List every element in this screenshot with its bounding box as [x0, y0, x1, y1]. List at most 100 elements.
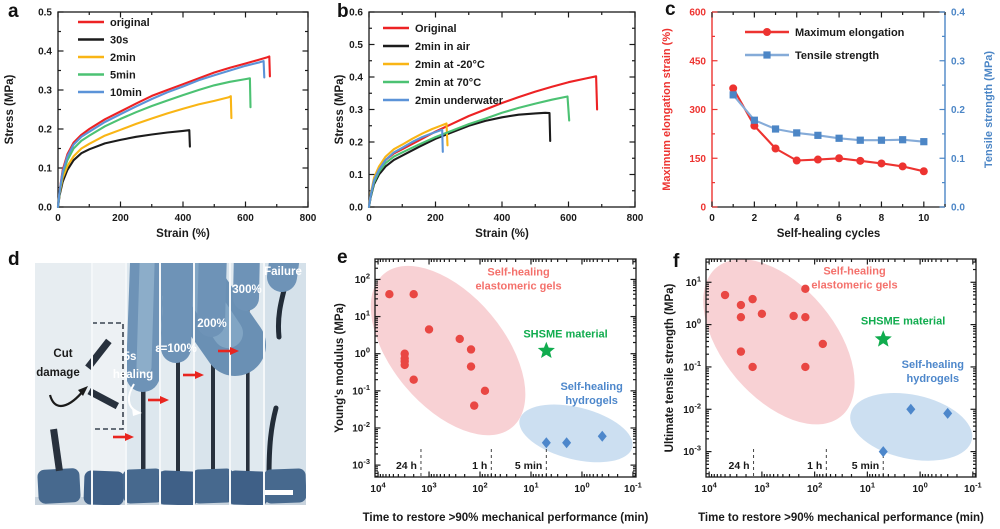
scatter-group: [537, 341, 555, 358]
svg-text:2min at -20°C: 2min at -20°C: [415, 59, 485, 71]
series-line: [56, 95, 233, 209]
data-point: [748, 362, 757, 372]
data-point: [792, 156, 801, 165]
data-point: [789, 311, 798, 321]
svg-text:30s: 30s: [110, 34, 128, 46]
data-point: [771, 144, 780, 153]
annotations: Self-healing elastomeric gels SHSME materi…: [811, 265, 964, 385]
svg-text:elastomeric gels: elastomeric gels: [811, 279, 897, 291]
panel-label-e: e: [337, 247, 348, 268]
svg-text:10-1: 10-1: [964, 481, 982, 496]
annotations: Self-healing elastomeric gels SHSME materi…: [475, 266, 622, 407]
svg-text:0.2: 0.2: [951, 105, 965, 116]
svg-text:0.4: 0.4: [951, 8, 965, 19]
svg-text:0.5: 0.5: [38, 8, 52, 19]
scatter-group: [720, 284, 828, 372]
svg-text:600: 600: [560, 213, 577, 224]
scatter-group: [541, 430, 607, 449]
data-point: [736, 312, 746, 322]
failure-label: Failure: [264, 266, 302, 278]
svg-text:100: 100: [686, 317, 701, 332]
svg-text:101: 101: [355, 309, 370, 324]
healing-label-line1: 5s: [124, 351, 137, 363]
svg-text:2min: 2min: [110, 52, 136, 64]
svg-text:103: 103: [421, 481, 436, 496]
svg-text:102: 102: [472, 481, 487, 496]
data-point: [455, 334, 464, 344]
red-pointer-arrows: [113, 347, 239, 441]
svg-text:100: 100: [574, 481, 589, 496]
series: [367, 75, 599, 209]
svg-text:SHSME material: SHSME material: [523, 328, 607, 340]
data-point: [818, 339, 828, 349]
panel-label-c: c: [665, 0, 676, 20]
svg-text:400: 400: [175, 213, 192, 224]
svg-text:1 h: 1 h: [807, 460, 822, 472]
data-point: [750, 116, 758, 124]
scatter-group: [874, 330, 892, 347]
axes: 104 103 102 101 100 10-1 10-3 10-2 10-1 100 101 102…: [334, 258, 649, 524]
data-point: [409, 375, 418, 384]
frame-seams: [91, 263, 265, 505]
svg-text:original: original: [110, 17, 150, 29]
svg-text:24 h: 24 h: [396, 460, 417, 472]
legend: Original 2min in air 2min at -20°C 2min at …: [383, 23, 504, 107]
svg-text:300: 300: [689, 105, 706, 116]
series: [720, 284, 953, 458]
strain-200-label: 200%: [197, 318, 226, 330]
svg-text:102: 102: [807, 481, 822, 496]
data-point: [814, 131, 822, 139]
data-point: [466, 345, 476, 354]
data-point: [763, 28, 771, 36]
data-point: [763, 51, 771, 59]
series: [729, 84, 928, 176]
svg-text:102: 102: [355, 271, 370, 286]
svg-text:0.1: 0.1: [349, 170, 363, 181]
series: [385, 290, 607, 449]
svg-text:hydrogels: hydrogels: [565, 395, 618, 407]
svg-text:200: 200: [112, 213, 129, 224]
svg-text:0: 0: [55, 213, 61, 224]
data-point: [920, 138, 928, 146]
svg-text:0.1: 0.1: [951, 154, 965, 165]
svg-text:2min in air: 2min in air: [415, 41, 471, 53]
svg-text:10-3: 10-3: [352, 457, 370, 472]
region-ellipses: [370, 265, 633, 463]
svg-text:0.3: 0.3: [349, 105, 363, 116]
svg-text:0.6: 0.6: [349, 8, 363, 19]
data-point: [597, 430, 607, 442]
svg-text:10-1: 10-1: [683, 359, 701, 374]
svg-text:450: 450: [689, 56, 706, 67]
svg-text:Maximum elongation strain (%): Maximum elongation strain (%): [661, 28, 673, 191]
data-point: [771, 125, 780, 133]
data-point: [835, 134, 843, 142]
svg-text:24 h: 24 h: [729, 460, 750, 472]
data-point: [385, 290, 394, 299]
data-point: [720, 290, 730, 300]
svg-text:0.0: 0.0: [951, 203, 965, 214]
svg-text:800: 800: [627, 213, 644, 224]
data-point: [793, 129, 801, 137]
data-point: [757, 309, 767, 319]
svg-text:2: 2: [752, 213, 758, 224]
svg-text:8: 8: [879, 213, 885, 224]
svg-text:5 min: 5 min: [852, 460, 879, 472]
svg-text:Maximum elongation: Maximum elongation: [795, 27, 905, 39]
data-point: [877, 136, 886, 144]
svg-text:400: 400: [494, 213, 511, 224]
svg-text:0.5: 0.5: [349, 40, 363, 51]
svg-text:5min: 5min: [110, 69, 136, 81]
svg-text:Tensile strength: Tensile strength: [795, 50, 879, 62]
series-line: [367, 128, 444, 209]
svg-text:10-2: 10-2: [683, 401, 701, 416]
data-point: [470, 401, 479, 410]
data-point: [409, 290, 418, 299]
svg-text:Young's modulus (MPa): Young's modulus (MPa): [334, 303, 346, 433]
healing-label-line2: healing: [113, 369, 153, 381]
data-point: [856, 136, 864, 144]
data-point: [835, 154, 844, 163]
panel-d-photo: Cut damage 5s healing ε=100% 200% 300% F…: [35, 263, 306, 505]
svg-text:Self-healing: Self-healing: [823, 265, 885, 277]
